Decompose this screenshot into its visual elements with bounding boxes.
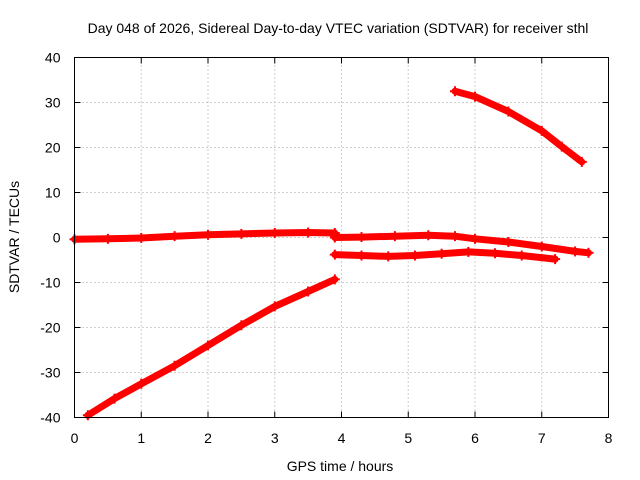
series-line bbox=[84, 275, 339, 419]
y-axis-label: SDTVAR / TECUs bbox=[6, 181, 22, 293]
series-segment-e bbox=[449, 86, 587, 167]
y-tick-label: 30 bbox=[45, 95, 61, 111]
x-tick-label: 1 bbox=[137, 430, 145, 446]
x-tick-label: 8 bbox=[605, 430, 613, 446]
series-line bbox=[451, 87, 586, 166]
x-tick-label: 6 bbox=[471, 430, 479, 446]
series-segment-c bbox=[82, 274, 340, 421]
data-series bbox=[69, 86, 594, 421]
chart-title: Day 048 of 2026, Sidereal Day-to-day VTE… bbox=[88, 20, 589, 36]
series-segment-d bbox=[329, 246, 561, 265]
y-tick-label: 10 bbox=[45, 185, 61, 201]
x-tick-labels: 0 1 2 3 4 5 6 7 8 bbox=[71, 430, 613, 446]
y-tick-label: -10 bbox=[40, 275, 60, 291]
x-tick-label: 3 bbox=[271, 430, 279, 446]
x-tick-label: 7 bbox=[538, 430, 546, 446]
series-line bbox=[331, 231, 592, 257]
x-tick-label: 0 bbox=[71, 430, 79, 446]
x-tick-label: 4 bbox=[338, 430, 346, 446]
x-axis-label: GPS time / hours bbox=[287, 458, 394, 474]
y-tick-label: 20 bbox=[45, 140, 61, 156]
series-segment-b bbox=[329, 230, 594, 258]
y-tick-label: -40 bbox=[40, 410, 60, 426]
x-tick-label: 2 bbox=[204, 430, 212, 446]
x-tick-label: 5 bbox=[404, 430, 412, 446]
series-segment-a bbox=[69, 227, 340, 245]
plot-frame bbox=[74, 57, 609, 418]
y-tick-label: -20 bbox=[40, 320, 60, 336]
y-tick-label: -30 bbox=[40, 365, 60, 381]
y-tick-labels: -40 -30 -20 -10 0 10 20 30 40 bbox=[40, 50, 60, 426]
series-line bbox=[71, 229, 339, 243]
y-tick-label: 0 bbox=[53, 230, 61, 246]
y-tick-label: 40 bbox=[45, 50, 61, 66]
